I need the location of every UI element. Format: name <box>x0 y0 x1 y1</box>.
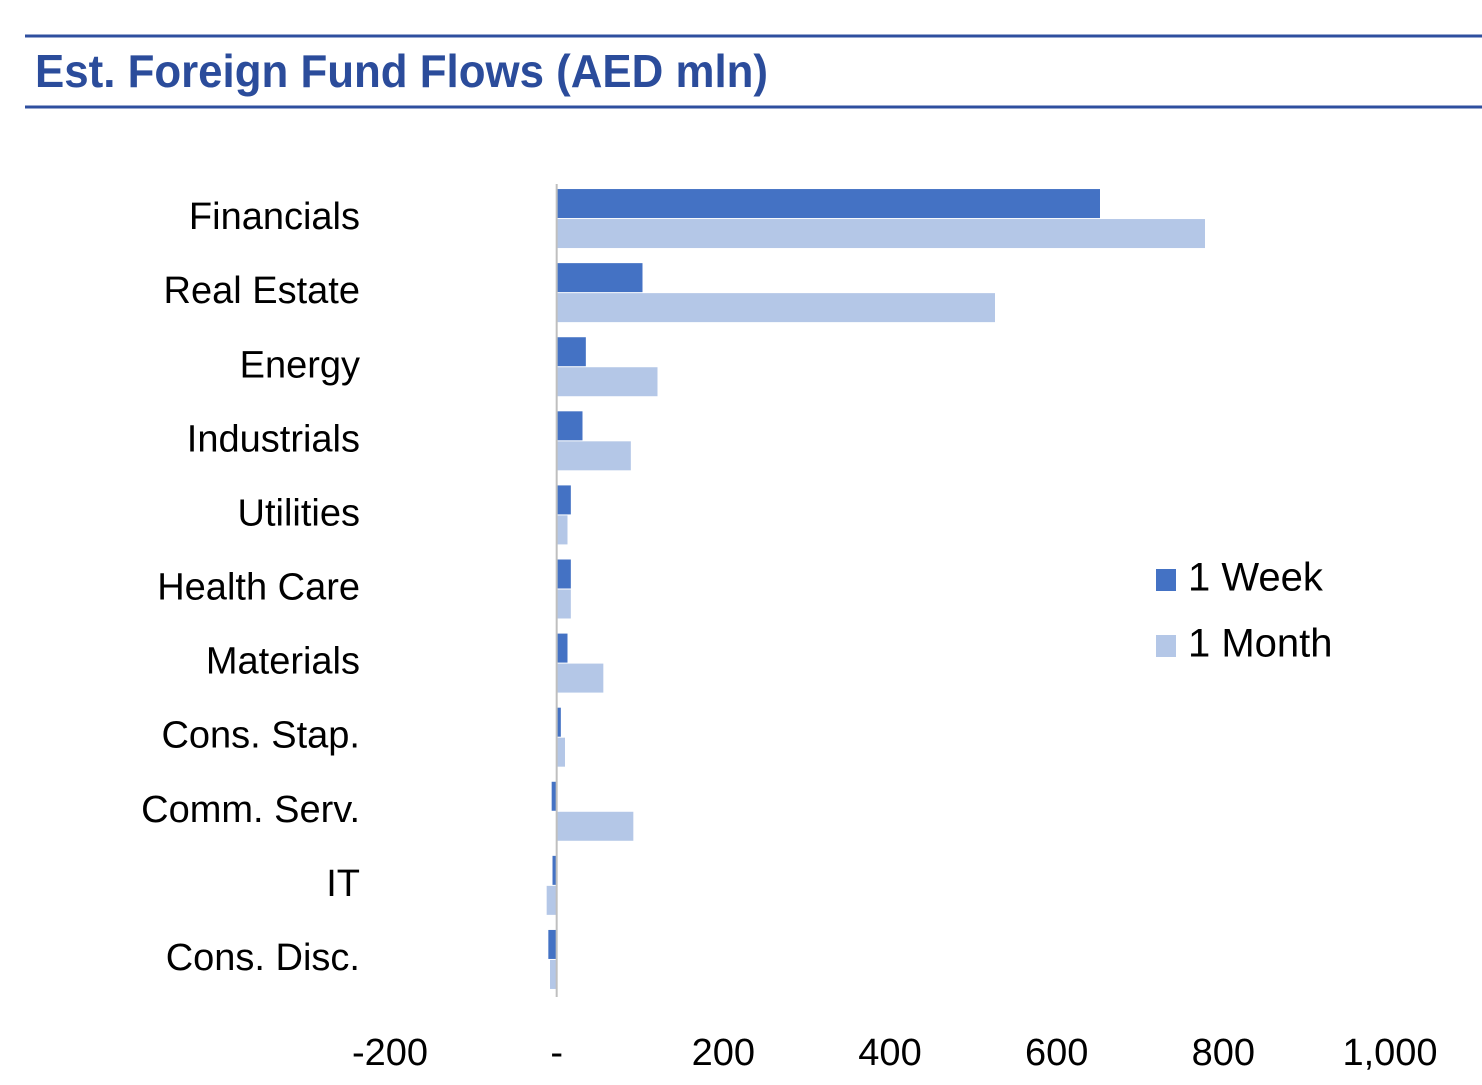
bar <box>556 293 995 323</box>
legend-label: 1 Month <box>1188 622 1333 666</box>
bar <box>548 929 557 959</box>
y-tick-label: Cons. Stap. <box>161 715 360 757</box>
x-tick-label: 800 <box>1192 1032 1255 1074</box>
y-tick-label: Energy <box>240 344 360 386</box>
y-tick-label: Materials <box>206 641 360 683</box>
bar <box>556 811 634 841</box>
y-tick-label: Utilities <box>238 492 360 534</box>
bar <box>556 367 658 397</box>
bar <box>556 707 561 737</box>
y-tick-label: IT <box>326 863 360 905</box>
bar <box>556 559 571 589</box>
bar <box>556 411 583 441</box>
bar <box>556 441 631 471</box>
bar <box>556 337 586 367</box>
y-tick-label: Health Care <box>157 567 360 609</box>
y-tick-label: Cons. Disc. <box>166 937 360 979</box>
legend-label: 1 Week <box>1188 556 1324 600</box>
bar <box>546 885 557 915</box>
bar <box>556 633 568 663</box>
bar <box>556 189 1100 219</box>
bar <box>556 663 604 693</box>
bar <box>552 855 557 885</box>
chart-title: Est. Foreign Fund Flows (AED mln) <box>35 45 768 97</box>
bar <box>556 589 571 619</box>
x-tick-label: 600 <box>1025 1032 1088 1074</box>
legend-swatch <box>1156 569 1176 591</box>
y-tick-label: Comm. Serv. <box>141 789 360 831</box>
y-tick-label: Real Estate <box>164 270 360 312</box>
bar <box>551 781 557 811</box>
bar <box>556 737 565 767</box>
bar <box>550 959 557 989</box>
x-tick-label: 200 <box>692 1032 755 1074</box>
bar <box>556 515 568 545</box>
bar <box>556 485 571 515</box>
y-tick-label: Industrials <box>187 418 360 460</box>
x-tick-label: - <box>550 1032 563 1074</box>
bar <box>556 219 1205 249</box>
x-tick-label: 1,000 <box>1342 1032 1437 1074</box>
x-tick-label: -200 <box>352 1032 428 1074</box>
x-tick-label: 400 <box>858 1032 921 1074</box>
y-tick-label: Financials <box>189 196 360 238</box>
bar <box>556 263 643 293</box>
legend-swatch <box>1156 635 1176 657</box>
